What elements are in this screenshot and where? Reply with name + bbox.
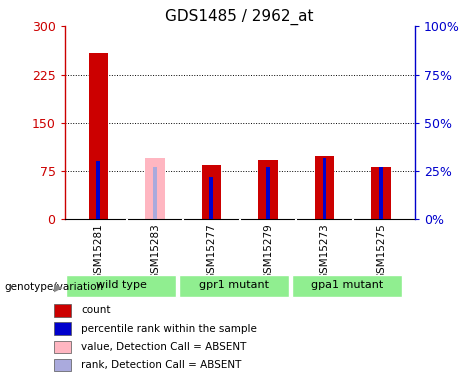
FancyBboxPatch shape [66, 275, 176, 297]
Text: percentile rank within the sample: percentile rank within the sample [82, 324, 257, 334]
Bar [209, 177, 213, 219]
Bar [153, 167, 157, 219]
Bar [258, 160, 278, 219]
Text: value, Detection Call = ABSENT: value, Detection Call = ABSENT [82, 342, 247, 352]
Bar [54, 304, 71, 316]
Text: wild type: wild type [95, 280, 147, 291]
Text: GSM15279: GSM15279 [263, 224, 273, 280]
Text: GSM15281: GSM15281 [94, 224, 103, 280]
Bar [54, 340, 71, 353]
Bar [54, 359, 71, 371]
Bar [89, 53, 108, 219]
Text: rank, Detection Call = ABSENT: rank, Detection Call = ABSENT [82, 360, 242, 370]
Text: GSM15283: GSM15283 [150, 224, 160, 280]
FancyBboxPatch shape [179, 275, 289, 297]
Bar [371, 166, 391, 219]
Bar [379, 167, 383, 219]
Bar [314, 156, 334, 219]
Bar [54, 322, 71, 335]
FancyBboxPatch shape [292, 275, 402, 297]
Text: gpr1 mutant: gpr1 mutant [199, 280, 269, 291]
Text: genotype/variation: genotype/variation [5, 282, 104, 292]
Text: GSM15277: GSM15277 [207, 224, 217, 280]
Title: GDS1485 / 2962_at: GDS1485 / 2962_at [165, 9, 314, 25]
Text: ▶: ▶ [54, 282, 62, 292]
Text: gpa1 mutant: gpa1 mutant [311, 280, 383, 291]
Text: count: count [82, 305, 111, 315]
Text: GSM15273: GSM15273 [319, 224, 330, 280]
Bar [201, 165, 221, 219]
Bar [266, 167, 270, 219]
Bar [96, 161, 100, 219]
Bar [145, 158, 165, 219]
Text: GSM15275: GSM15275 [376, 224, 386, 280]
Bar [323, 158, 326, 219]
